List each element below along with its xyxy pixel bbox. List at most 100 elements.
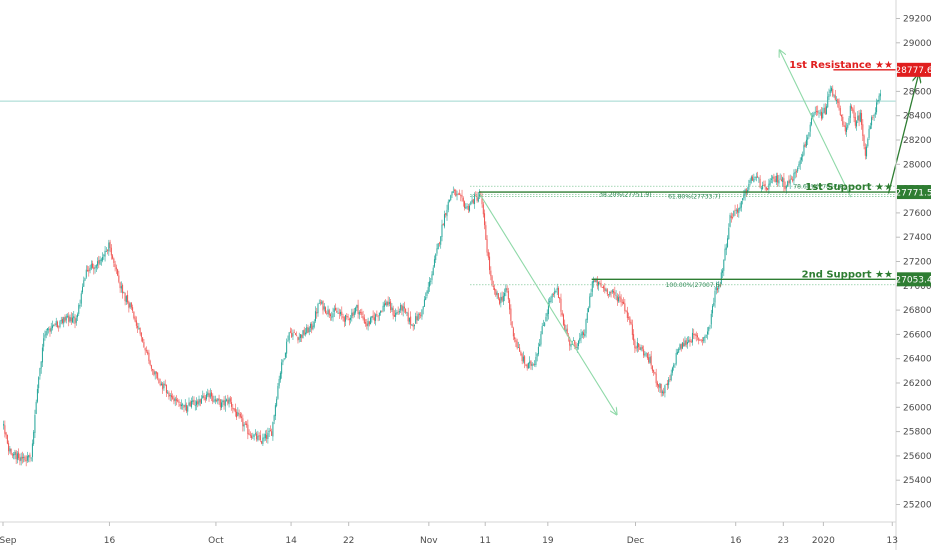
candle-body (440, 236, 442, 245)
candle-body (233, 408, 235, 410)
candle-body (332, 313, 334, 318)
candle-body (455, 189, 457, 197)
candle-body (530, 360, 532, 366)
candle-body (787, 181, 789, 187)
candle-body (600, 283, 602, 287)
candle-body (26, 456, 28, 461)
candle-body (714, 290, 716, 303)
candle-body (236, 411, 238, 418)
candle-body (11, 454, 13, 456)
candle-body (830, 87, 832, 91)
candle-body (264, 433, 266, 439)
candle-body (60, 319, 62, 322)
candle-body (267, 432, 269, 440)
candle-body (859, 112, 861, 122)
candle-body (303, 329, 305, 335)
candle-body (195, 401, 197, 406)
candle-body (874, 112, 876, 115)
candle-body (387, 301, 389, 306)
candle-body (765, 187, 767, 190)
candle-body (251, 435, 253, 439)
candle-body (675, 352, 677, 364)
candle-body (120, 286, 122, 289)
candle-body (232, 407, 234, 409)
candle-body (554, 291, 556, 295)
candle-body (797, 168, 799, 172)
candle-body (669, 379, 671, 381)
candle-body (442, 223, 444, 226)
candle-body (737, 209, 739, 213)
candle-body (824, 107, 826, 115)
candle-body (436, 248, 438, 254)
candle-body (710, 313, 712, 325)
candle-body (833, 95, 835, 97)
candle-body (486, 239, 488, 253)
candle-body (712, 305, 714, 314)
candle-body (266, 435, 268, 439)
candle-body (547, 302, 549, 315)
candle-body (291, 332, 293, 338)
candle-body (481, 197, 483, 205)
candle-body (417, 314, 419, 321)
x-tick-label: 16 (730, 536, 742, 546)
candle-body (596, 279, 598, 287)
candle-body (866, 146, 868, 157)
candle-body (212, 395, 214, 402)
candle-body (626, 311, 628, 318)
candle-body (173, 398, 175, 402)
candle-body (301, 334, 303, 338)
candle-body (842, 116, 844, 125)
candle-body (51, 325, 53, 329)
candle-body (671, 367, 673, 373)
candle-body (517, 347, 519, 349)
candle-body (676, 351, 678, 354)
candle-body (293, 332, 295, 334)
candle-body (729, 214, 731, 227)
candle-body (576, 347, 578, 349)
candle-body (193, 399, 195, 405)
candle-body (803, 145, 805, 155)
candle-body (785, 186, 787, 189)
candle-body (799, 160, 801, 165)
candle-body (457, 193, 459, 195)
candle-body (625, 310, 627, 312)
candle-body (542, 325, 544, 326)
candle-body (13, 454, 15, 456)
candle-body (535, 357, 537, 366)
candle-body (635, 347, 637, 349)
candle-body (524, 356, 526, 364)
x-tick-label: Dec (627, 536, 644, 546)
candle-body (218, 398, 220, 401)
y-tick-label: 26000.0 (903, 403, 932, 413)
candle-body (703, 337, 705, 342)
candle-body (861, 113, 863, 125)
x-tick-label: 23 (778, 536, 789, 546)
candle-body (83, 280, 85, 287)
candle-body (810, 118, 812, 125)
candle-body (869, 126, 871, 130)
candle-body (610, 292, 612, 294)
levels-group: 1st Resistance ★★ 1st Support ★★ 2nd Suppo… (478, 60, 896, 280)
candle-body (402, 306, 404, 312)
candle-body (466, 206, 468, 208)
candle-body (385, 302, 387, 306)
candle-body (695, 334, 697, 336)
candle-body (277, 386, 279, 399)
candle-body (247, 424, 249, 435)
candle-body (348, 318, 350, 321)
candle-body (274, 405, 276, 417)
candle-body (594, 280, 596, 283)
candle-body (740, 201, 742, 208)
candle-body (386, 301, 388, 306)
candle-body (382, 305, 384, 311)
candle-body (453, 189, 455, 191)
candle-body (501, 296, 503, 301)
candle-body (749, 180, 751, 184)
candle-body (170, 395, 172, 398)
price-tag-box (897, 185, 931, 200)
candle-body (511, 321, 513, 328)
candle-body (540, 334, 542, 345)
candle-body (815, 111, 817, 112)
candle-body (829, 89, 831, 94)
